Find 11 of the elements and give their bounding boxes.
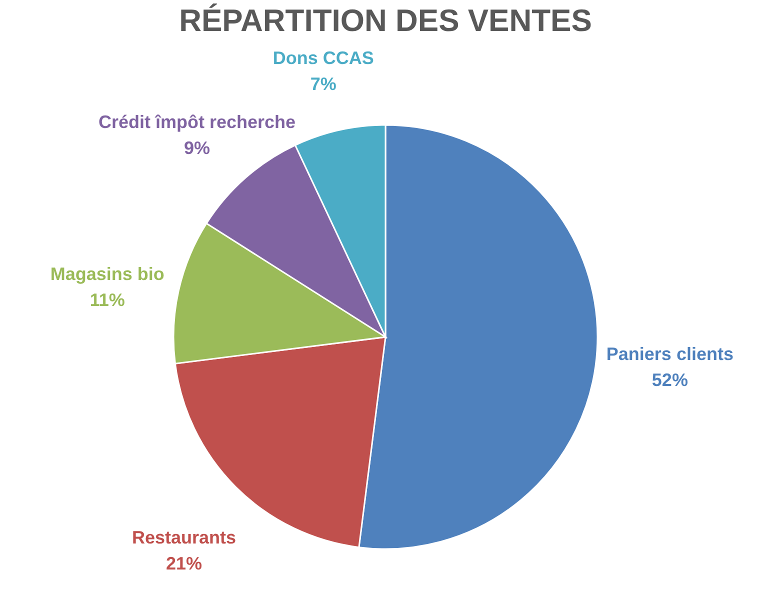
slice-label: Restaurants [132, 528, 236, 548]
data-label: 7% [310, 74, 336, 94]
data-label: 9% [184, 138, 210, 158]
data-label: 52% [652, 370, 688, 390]
data-label: 21% [166, 554, 202, 574]
slice-label: Magasins bio [50, 264, 164, 284]
slice-label: Dons CCAS [272, 48, 374, 68]
chart-title: RÉPARTITION DES VENTES [179, 2, 592, 38]
slice-label: Crédit împôt recherche [98, 112, 296, 132]
data-label: 11% [90, 290, 125, 310]
slice-label: Paniers clients [606, 344, 734, 364]
